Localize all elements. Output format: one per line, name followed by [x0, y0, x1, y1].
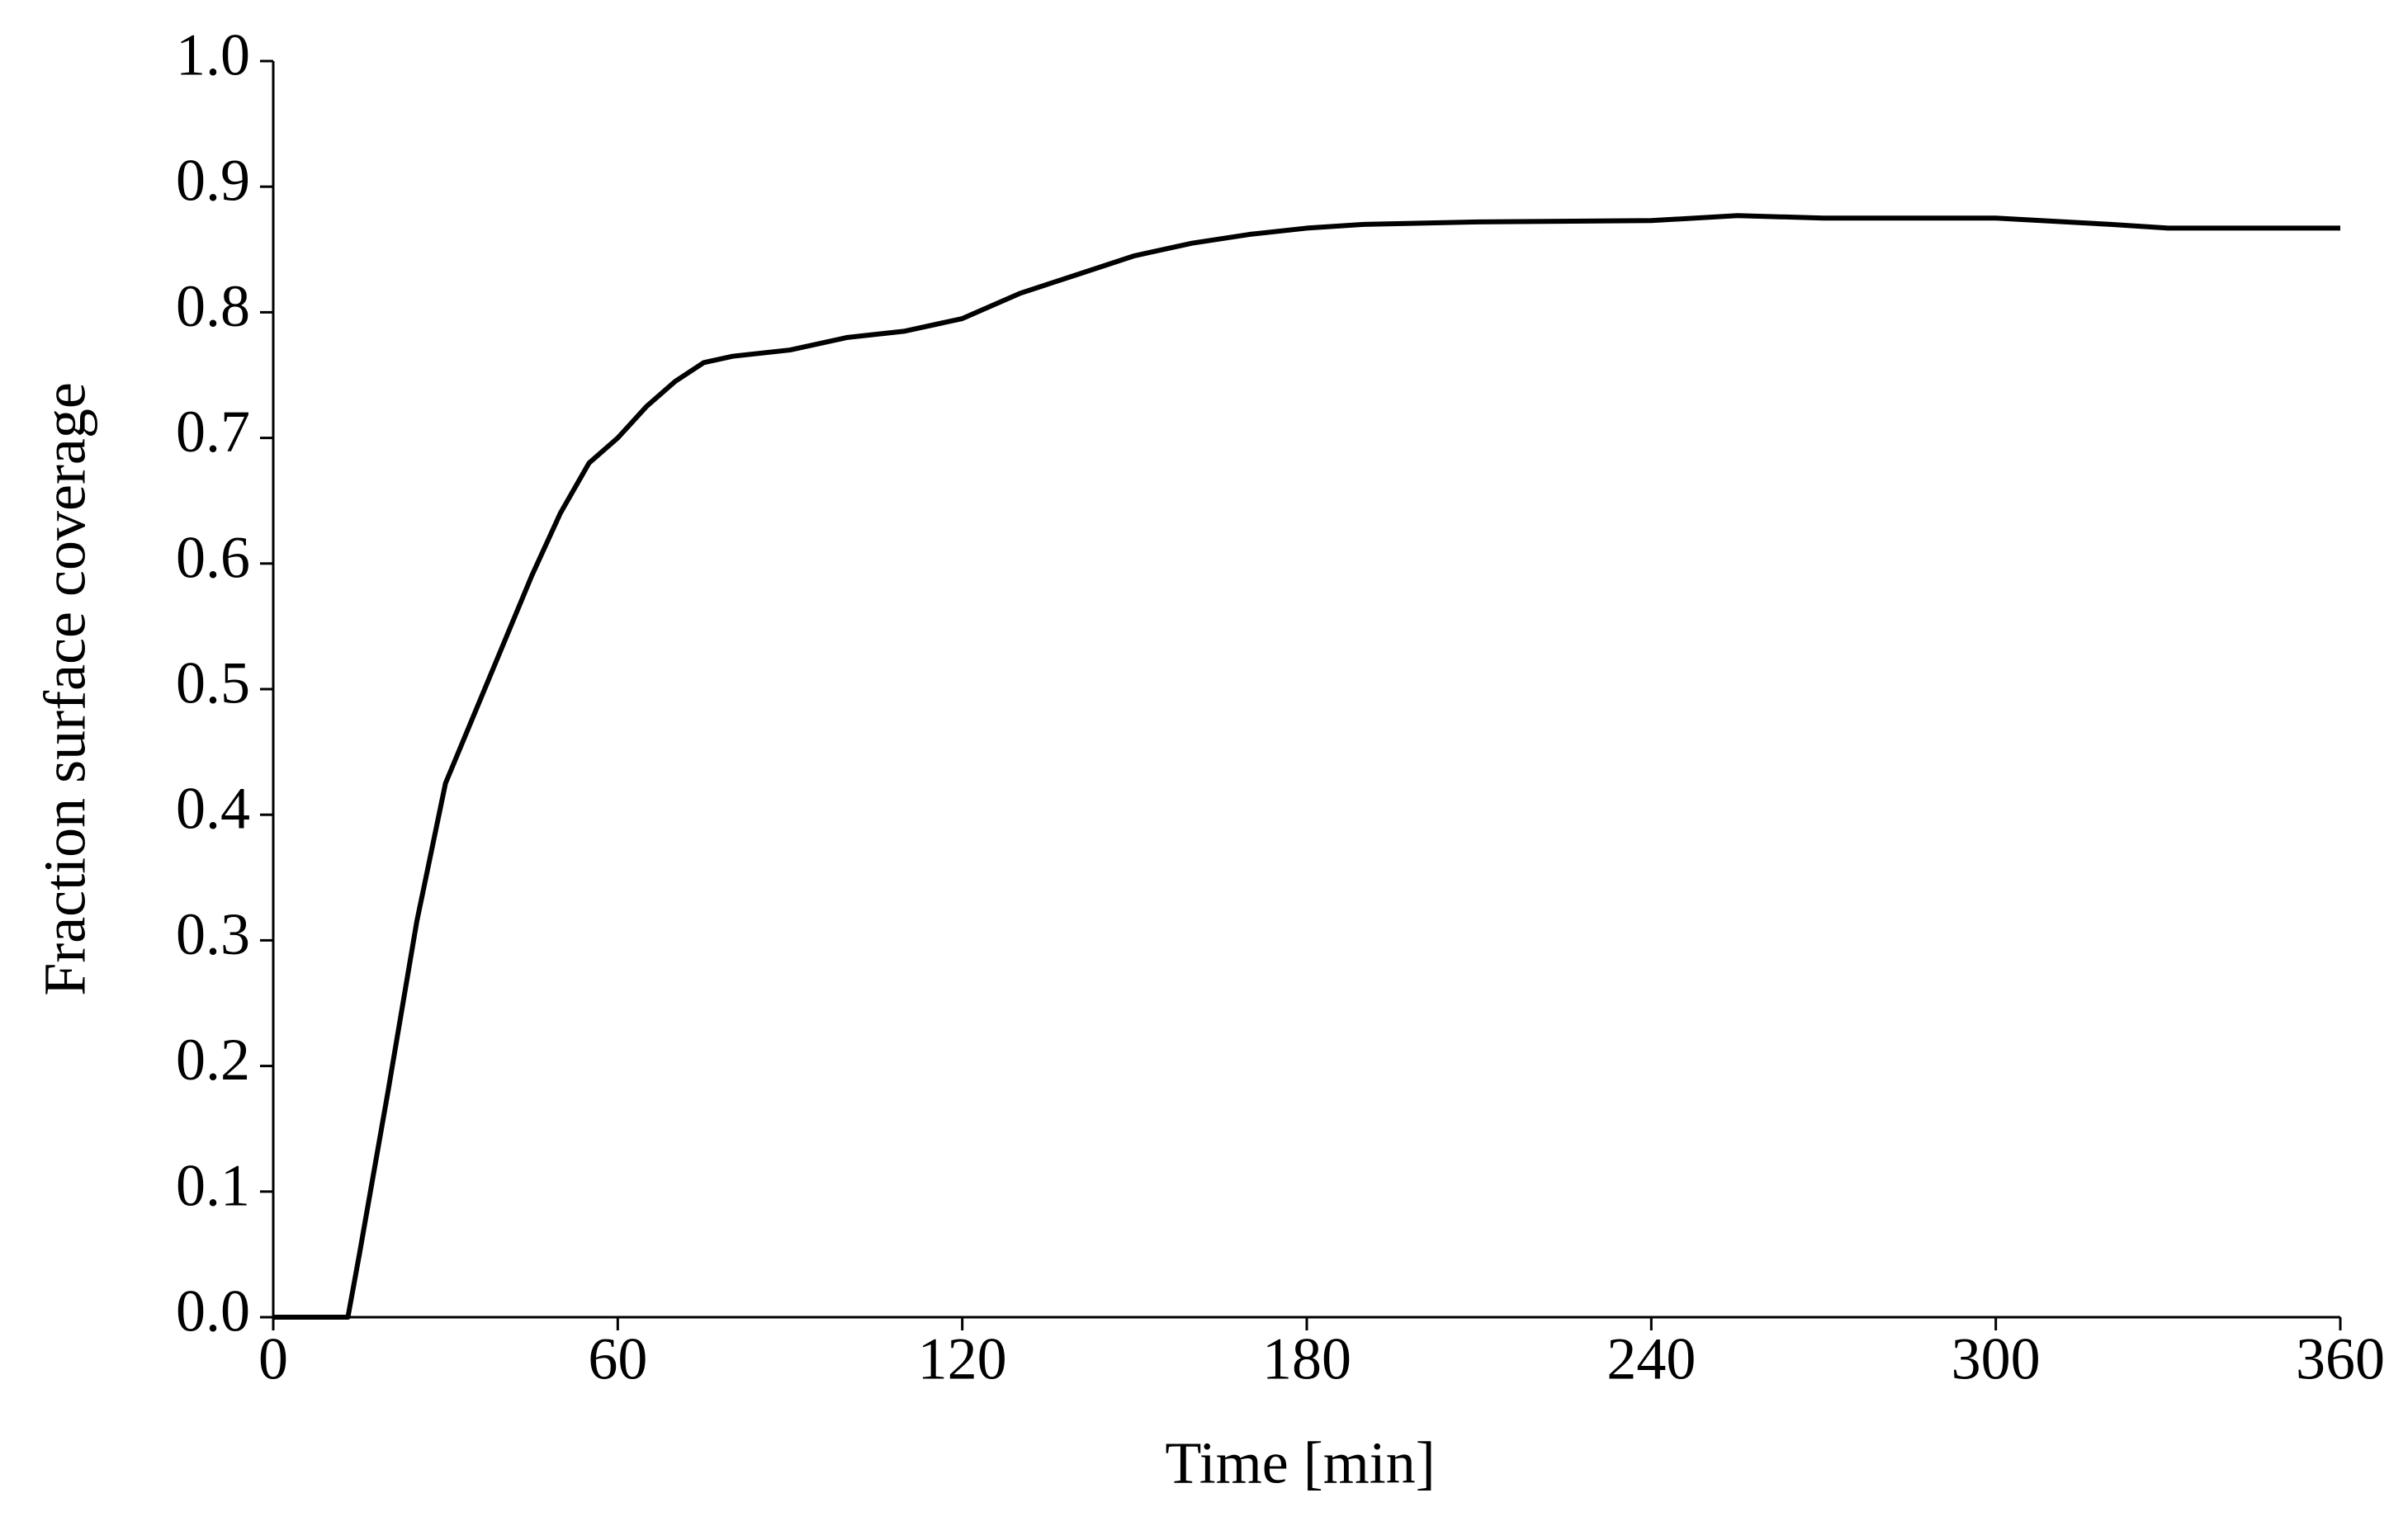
- y-tick-label: 0.1: [176, 1152, 250, 1218]
- x-tick-label: 120: [918, 1326, 1007, 1392]
- x-tick-label: 360: [2296, 1326, 2385, 1392]
- x-tick-label: 240: [1606, 1326, 1696, 1392]
- y-tick-label: 0.3: [176, 901, 250, 967]
- data-line: [273, 213, 2340, 1320]
- y-axis-label: Fraction surface coverage: [32, 382, 98, 996]
- y-tick-label: 0.8: [176, 273, 250, 339]
- y-tick-label: 1.0: [176, 22, 250, 88]
- x-tick-label: 60: [588, 1326, 647, 1392]
- y-tick-label: 0.7: [176, 399, 250, 465]
- y-tick-label: 0.0: [176, 1278, 250, 1344]
- y-tick-label: 0.6: [176, 524, 250, 590]
- x-axis-label: Time [min]: [1165, 1430, 1435, 1496]
- x-tick-label: 180: [1262, 1326, 1351, 1392]
- y-tick-label: 0.4: [176, 776, 250, 842]
- x-tick-label: 300: [1951, 1326, 2041, 1392]
- y-tick-label: 0.2: [176, 1027, 250, 1093]
- x-tick-label: 0: [258, 1326, 288, 1392]
- y-tick-label: 0.9: [176, 148, 250, 214]
- y-tick-label: 0.5: [176, 650, 250, 716]
